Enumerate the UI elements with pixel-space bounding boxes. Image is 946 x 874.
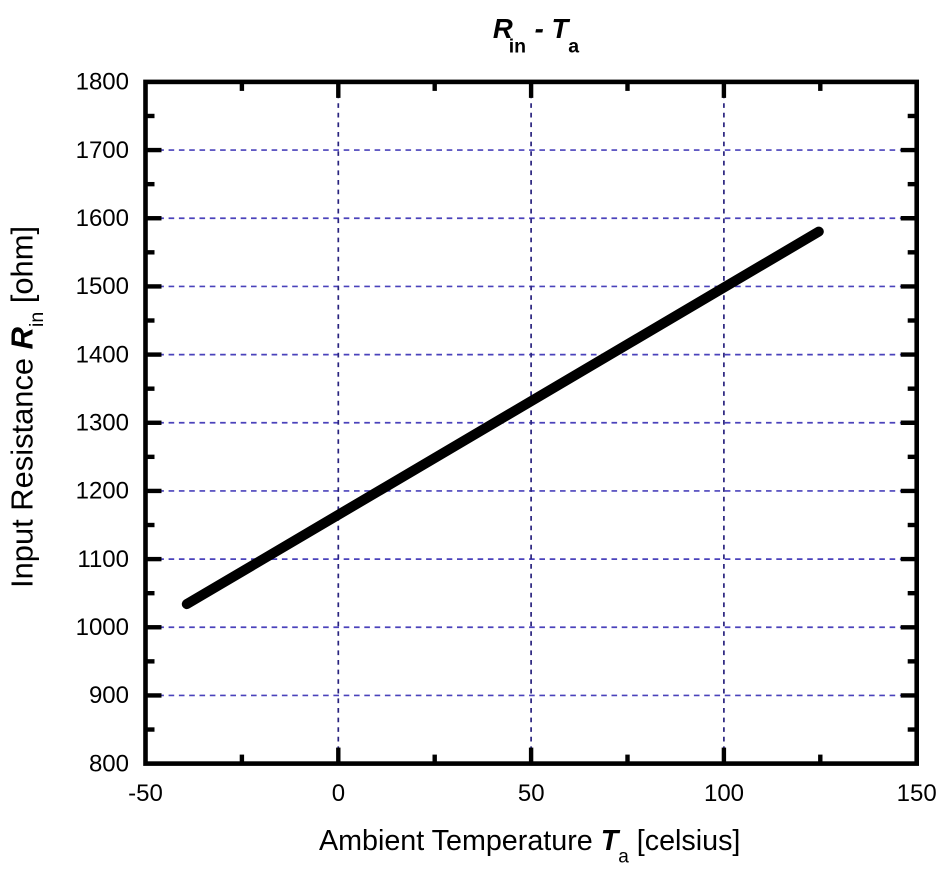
svg-text:900: 900 bbox=[89, 682, 129, 709]
svg-text:1300: 1300 bbox=[76, 410, 129, 437]
svg-text:-50: -50 bbox=[128, 780, 163, 807]
svg-text:Rin - Ta: Rin - Ta bbox=[493, 13, 579, 58]
svg-text:1800: 1800 bbox=[76, 69, 129, 96]
svg-text:1200: 1200 bbox=[76, 478, 129, 505]
svg-text:50: 50 bbox=[518, 780, 545, 807]
svg-text:150: 150 bbox=[897, 780, 937, 807]
svg-text:1000: 1000 bbox=[76, 614, 129, 641]
svg-text:0: 0 bbox=[332, 780, 345, 807]
svg-text:1500: 1500 bbox=[76, 273, 129, 300]
svg-text:1700: 1700 bbox=[76, 137, 129, 164]
svg-text:1400: 1400 bbox=[76, 341, 129, 368]
svg-text:1600: 1600 bbox=[76, 205, 129, 232]
svg-text:800: 800 bbox=[89, 750, 129, 777]
svg-text:1100: 1100 bbox=[77, 546, 129, 573]
svg-text:100: 100 bbox=[704, 780, 744, 807]
